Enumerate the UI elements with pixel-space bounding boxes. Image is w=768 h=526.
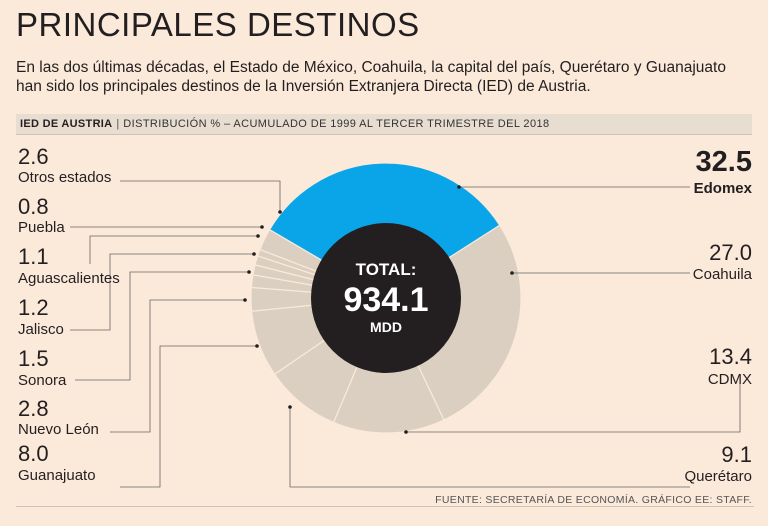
- value-label-guanajuato: 8.0: [18, 441, 49, 466]
- value-label-cdmx: 13.4: [709, 344, 752, 369]
- chart-title: PRINCIPALES DESTINOS: [16, 6, 420, 43]
- value-label-queretaro: 9.1: [721, 442, 752, 467]
- name-label-nuevo-leon: Nuevo León: [18, 421, 99, 438]
- center-total-value: 934.1: [343, 281, 428, 319]
- leader-line-nuevo-leon: [110, 299, 245, 433]
- leader-dot-sonora: [247, 270, 251, 274]
- leader-dot-otros: [278, 210, 282, 214]
- source-note: FUENTE: SECRETARÍA DE ECONOMÍA. GRÁFICO …: [435, 494, 752, 506]
- leader-line-sonora: [75, 271, 249, 381]
- leader-dot-guanajuato: [255, 344, 259, 348]
- leader-dot-nuevo-leon: [243, 298, 247, 302]
- name-label-sonora: Sonora: [18, 372, 67, 389]
- value-label-nuevo-leon: 2.8: [18, 396, 49, 421]
- band-description: DISTRIBUCIÓN % – ACUMULADO DE 1999 AL TE…: [123, 118, 550, 130]
- value-label-jalisco: 1.2: [18, 295, 49, 320]
- leader-dot-puebla: [260, 225, 264, 229]
- chart-header-band: IED DE AUSTRIA | DISTRIBUCIÓN % – ACUMULAD…: [16, 114, 752, 135]
- leader-lines: [70, 180, 741, 488]
- leader-dot-edomex: [457, 185, 461, 189]
- chart-subtitle: En las dos últimas décadas, el Estado de…: [16, 59, 726, 95]
- name-label-queretaro: Querétaro: [684, 468, 752, 485]
- leader-dot-aguascalientes: [256, 234, 260, 238]
- name-label-otros: Otros estados: [18, 169, 112, 186]
- leader-line-aguascalientes: [89, 235, 258, 264]
- value-label-coahuila: 27.0: [709, 240, 752, 265]
- leader-line-cdmx: [406, 383, 741, 433]
- leader-line-otros: [120, 180, 281, 212]
- value-label-puebla: 0.8: [18, 194, 49, 219]
- leader-line-guanajuato: [120, 345, 257, 488]
- leader-dot-coahuila: [510, 271, 514, 275]
- band-separator: |: [116, 118, 120, 130]
- center-label-bottom: MDD: [370, 319, 402, 335]
- leader-line-jalisco: [70, 253, 254, 331]
- footer-rule: [16, 506, 754, 507]
- leader-line-queretaro: [289, 407, 690, 488]
- value-label-otros: 2.6: [18, 144, 49, 169]
- center-label-top: TOTAL:: [356, 260, 417, 279]
- name-label-coahuila: Coahuila: [692, 266, 752, 283]
- name-label-puebla: Puebla: [18, 219, 65, 236]
- name-label-cdmx: CDMX: [707, 371, 752, 388]
- leader-dot-cdmx: [404, 430, 408, 434]
- name-label-jalisco: Jalisco: [18, 321, 64, 338]
- band-label: IED DE AUSTRIA: [20, 118, 113, 130]
- donut-center: [311, 223, 461, 373]
- leader-dot-queretaro: [288, 405, 292, 409]
- leader-dot-jalisco: [252, 252, 256, 256]
- name-label-guanajuato: Guanajuato: [18, 467, 96, 484]
- value-label-aguascalientes: 1.1: [18, 244, 49, 269]
- name-label-edomex: Edomex: [693, 180, 752, 197]
- value-label-edomex: 32.5: [695, 146, 752, 178]
- name-label-aguascalientes: Aguascalientes: [18, 270, 120, 287]
- value-label-sonora: 1.5: [18, 346, 49, 371]
